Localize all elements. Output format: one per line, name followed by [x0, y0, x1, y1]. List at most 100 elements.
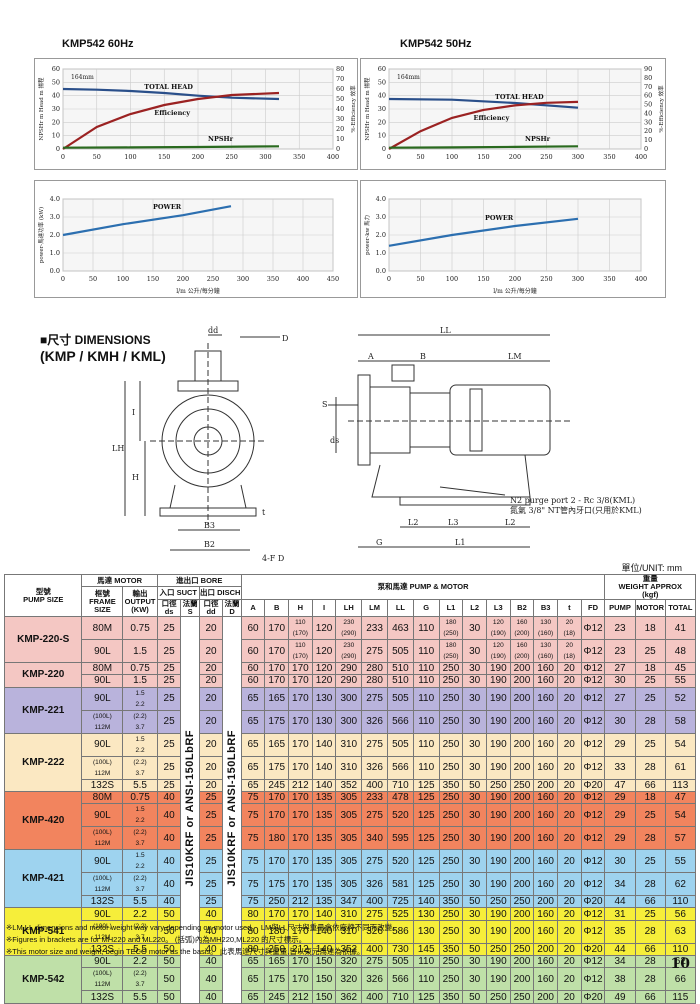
table-row: 90L 1.5 2.2 40 25 75 170 170 135 305 275 520 125 250… — [4, 803, 697, 828]
value-cell: 230 (290) — [335, 616, 363, 640]
x-tick-label: 200 — [509, 153, 521, 161]
th-suct: 入口 SUCT — [156, 586, 200, 600]
series-label: POWER — [153, 203, 182, 211]
model-cell: KMP-421 — [3, 849, 83, 909]
value-cell: 180 (250) — [438, 616, 464, 640]
value-cell: 250 — [438, 803, 464, 828]
value-cell: 28 — [634, 919, 666, 944]
value-cell: 130 (160) — [533, 639, 558, 663]
value-cell: 250 — [438, 872, 464, 897]
value-cell: 190 — [485, 967, 511, 992]
value-cell: 65 — [240, 755, 266, 780]
value-cell: 250 — [485, 990, 511, 1004]
value-cell: 63 — [664, 919, 697, 944]
value-cell: 25 — [634, 639, 666, 663]
value-cell: 175 — [264, 967, 290, 992]
dimensions-subheading: (KMP / KMH / KML) — [40, 348, 166, 364]
value-cell: 50 — [462, 942, 487, 957]
value-cell: 60 — [240, 616, 266, 640]
frame-cell: 90L — [81, 849, 124, 874]
value-cell: 60 — [240, 661, 266, 676]
value-cell: 61 — [664, 755, 697, 780]
value-cell: 125 — [412, 990, 440, 1004]
y-right-tick-label: 80 — [644, 74, 652, 82]
series-label: NPSHr — [525, 135, 551, 143]
value-cell: 200 — [509, 790, 535, 805]
value-cell: Φ12 — [580, 674, 606, 688]
label-l1: L1 — [455, 538, 465, 547]
value-cell: 150 — [311, 967, 337, 992]
value-cell: 20 (18) — [556, 616, 582, 640]
value-cell: 275 — [361, 732, 388, 757]
th-weight-pump: PUMP — [604, 599, 636, 617]
power-chart-50hz-panel: 0 50 100 150 200 250 300 350 400 0.0 1.0 2.0 3.0 4.0 p… — [360, 180, 666, 298]
disch-bore-cell: 25 — [198, 872, 224, 897]
suct-bore-cell: 25 — [156, 674, 182, 688]
value-cell: 200 — [509, 755, 535, 780]
value-cell: 300 — [335, 686, 363, 711]
frame-cell: (100L) 112M — [81, 872, 124, 897]
value-cell: 280 — [361, 661, 388, 676]
output-cell: (2.2) 3.7 — [122, 709, 158, 734]
value-cell: 150 — [311, 990, 337, 1004]
dimension-drawing: dd D LL A B LM S ds I LH H B3 B2 t 4-F D… — [112, 326, 642, 563]
value-cell: 55 — [664, 849, 697, 874]
frame-cell: 90L — [81, 674, 124, 688]
value-cell: 160 — [533, 790, 558, 805]
value-cell: 25 — [634, 849, 666, 874]
value-cell: 170 — [288, 803, 313, 828]
x-tick-label: 50 — [416, 153, 424, 161]
value-cell: 160 — [533, 732, 558, 757]
value-cell: 140 — [311, 778, 337, 792]
value-cell: 170 — [264, 849, 290, 874]
th-col-a: A — [240, 599, 266, 617]
value-cell: Φ12 — [580, 661, 606, 676]
value-cell: 30 — [462, 639, 487, 663]
value-cell: 30 — [604, 709, 636, 734]
note-2: ※Figures in brackets are for MH220 and M… — [6, 935, 307, 944]
value-cell: 30 — [462, 803, 487, 828]
y-axis-label: power-kw 馬力 — [363, 215, 371, 255]
suct-bore-cell: 25 — [156, 639, 182, 663]
value-cell: 110 — [412, 686, 440, 711]
series-label: TOTAL HEAD — [495, 93, 544, 101]
value-cell: 160 (200) — [509, 639, 535, 663]
value-cell: Φ12 — [580, 849, 606, 874]
value-cell: 245 — [264, 778, 290, 792]
value-cell: Φ12 — [580, 919, 606, 944]
y-axis-label: power-馬達功率 (kW) — [37, 207, 45, 263]
value-cell: 170 — [288, 907, 313, 921]
value-cell: 170 — [288, 686, 313, 711]
x-tick-label: 50 — [89, 275, 97, 283]
value-cell: 190 — [485, 709, 511, 734]
th-col-b2: B2 — [509, 599, 535, 617]
value-cell: 190 — [485, 686, 511, 711]
value-cell: 350 — [438, 942, 464, 957]
x-tick-label: 250 — [540, 153, 552, 161]
value-cell: 80 — [240, 919, 266, 944]
value-cell: 595 — [387, 826, 414, 851]
table-row: KMP-222 90L 1.5 2.2 25 20 65 165 170 140 310 275 50… — [3, 732, 697, 792]
y-right-tick-label: 50 — [336, 95, 344, 103]
x-tick-label: 300 — [237, 275, 249, 283]
value-cell: 20 — [556, 849, 582, 874]
suct-bore-cell: 50 — [156, 967, 182, 992]
chart-title-50hz: KMP542 50Hz — [400, 38, 472, 50]
output-cell: 1.5 2.2 — [122, 803, 158, 828]
label-4fd: 4-F D — [262, 554, 284, 563]
value-cell: 110 — [412, 661, 440, 676]
model-cell: KMP-220 — [3, 662, 83, 688]
value-cell: 130 — [311, 686, 337, 711]
table-row: 132S 5.5 40 25 75 250 212 135 347 400 725 140 350 50 2… — [4, 895, 697, 909]
disch-bore-cell: 40 — [198, 919, 224, 944]
spec-table: 型號 PUMP SIZE 馬達 MOTOR 進出口 BORE 泵和馬達 PUMP… — [3, 573, 697, 1004]
y-right-tick-label: 90 — [644, 65, 652, 73]
value-cell: 305 — [335, 826, 363, 851]
suct-bore-cell: 50 — [156, 907, 182, 921]
value-cell: Φ20 — [580, 942, 606, 957]
value-cell: 250 — [438, 790, 464, 805]
value-cell: Φ12 — [580, 803, 606, 828]
label-i: I — [132, 408, 135, 417]
disch-bore-cell: 40 — [198, 942, 224, 957]
output-cell: (2.2) 3.7 — [122, 826, 158, 851]
